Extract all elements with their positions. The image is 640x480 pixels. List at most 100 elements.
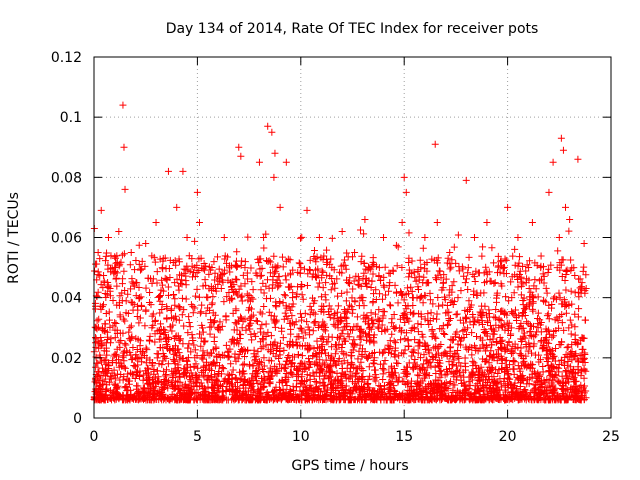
data-point xyxy=(422,388,430,396)
data-point xyxy=(508,273,516,281)
data-point xyxy=(509,384,517,392)
data-point xyxy=(234,379,242,387)
data-point xyxy=(295,259,303,267)
data-point xyxy=(543,357,551,365)
data-point xyxy=(213,253,221,261)
data-point xyxy=(126,348,134,356)
data-point xyxy=(323,246,331,254)
data-point xyxy=(320,346,328,354)
data-point xyxy=(466,303,474,311)
data-point xyxy=(121,185,129,193)
data-point xyxy=(322,349,330,357)
data-point xyxy=(136,314,144,322)
data-point xyxy=(402,301,410,309)
data-point xyxy=(95,385,103,393)
data-point xyxy=(473,291,481,299)
data-point xyxy=(104,333,112,341)
data-point xyxy=(285,390,293,398)
data-point xyxy=(153,350,161,358)
data-point xyxy=(414,371,422,379)
data-point xyxy=(164,283,172,291)
data-point xyxy=(326,313,334,321)
data-point xyxy=(108,264,116,272)
data-point xyxy=(399,313,407,321)
data-point xyxy=(190,341,198,349)
data-point xyxy=(473,364,481,372)
data-point xyxy=(214,324,222,332)
data-point xyxy=(551,316,559,324)
data-point xyxy=(530,342,538,350)
data-point xyxy=(358,293,366,301)
data-point xyxy=(315,372,323,380)
data-point xyxy=(564,358,572,366)
data-point xyxy=(284,283,292,291)
data-point xyxy=(448,361,456,369)
data-point xyxy=(503,367,511,375)
data-point xyxy=(335,355,343,363)
data-point xyxy=(170,291,178,299)
data-point xyxy=(479,308,487,316)
data-point xyxy=(370,354,378,362)
data-point xyxy=(288,312,296,320)
data-point xyxy=(575,293,583,301)
data-point xyxy=(159,357,167,365)
data-point xyxy=(428,353,436,361)
data-point xyxy=(387,395,395,403)
data-point xyxy=(106,316,114,324)
data-point xyxy=(499,307,507,315)
data-point xyxy=(107,373,115,381)
data-point xyxy=(243,378,251,386)
data-point xyxy=(232,289,240,297)
data-point xyxy=(578,345,586,353)
data-point xyxy=(255,259,263,267)
data-point xyxy=(523,380,531,388)
data-point xyxy=(237,345,245,353)
data-point xyxy=(228,375,236,383)
data-point xyxy=(109,322,117,330)
data-point xyxy=(294,351,302,359)
data-point xyxy=(375,382,383,390)
data-point xyxy=(506,361,514,369)
data-point xyxy=(351,373,359,381)
data-point xyxy=(91,267,99,275)
data-point xyxy=(204,294,212,302)
data-point xyxy=(126,324,134,332)
data-point xyxy=(556,294,564,302)
data-point xyxy=(121,364,129,372)
data-point xyxy=(525,300,533,308)
data-point xyxy=(349,253,357,261)
data-point xyxy=(295,395,303,403)
data-point xyxy=(182,295,190,303)
data-point xyxy=(464,324,472,332)
data-point xyxy=(180,322,188,330)
data-point xyxy=(468,351,476,359)
data-point xyxy=(485,363,493,371)
data-point xyxy=(459,368,467,376)
data-point xyxy=(343,276,351,284)
data-point xyxy=(368,262,376,270)
data-point xyxy=(324,338,332,346)
data-point xyxy=(545,265,553,273)
data-point xyxy=(571,351,579,359)
data-point xyxy=(97,396,105,404)
data-point xyxy=(306,256,314,264)
data-point xyxy=(473,332,481,340)
data-point xyxy=(121,287,129,295)
data-point xyxy=(272,303,280,311)
data-point xyxy=(363,381,371,389)
data-point xyxy=(417,320,425,328)
data-point xyxy=(119,101,127,109)
data-point xyxy=(545,368,553,376)
data-point xyxy=(235,351,243,359)
data-point xyxy=(451,349,459,357)
data-point xyxy=(382,396,390,404)
data-point xyxy=(203,293,211,301)
data-point xyxy=(419,333,427,341)
data-point xyxy=(270,393,278,401)
data-point xyxy=(462,343,470,351)
data-point xyxy=(133,313,141,321)
data-point xyxy=(215,265,223,273)
data-point xyxy=(271,362,279,370)
data-point xyxy=(544,269,552,277)
